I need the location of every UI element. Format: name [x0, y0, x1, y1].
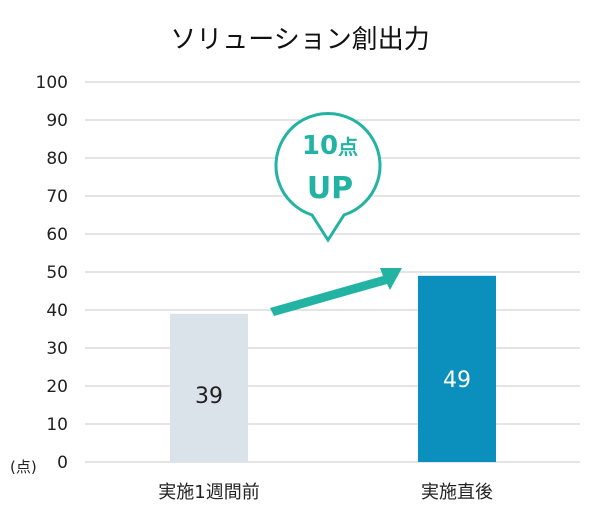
bar — [170, 313, 248, 462]
y-tick-label: 50 — [46, 263, 68, 283]
callout-value-text: 10点 — [302, 131, 358, 161]
bar — [418, 275, 496, 462]
y-tick-label: 80 — [46, 149, 68, 169]
callout-unit: 点 — [338, 135, 358, 159]
bars — [170, 275, 496, 462]
y-tick-label: 100 — [36, 73, 68, 93]
bar-value-label: 49 — [443, 368, 471, 393]
callout-bubble: 10点 UP — [274, 112, 382, 243]
y-tick-label: 30 — [46, 339, 68, 359]
y-tick-label: 40 — [46, 301, 68, 321]
trend-arrow-icon — [270, 268, 402, 316]
callout-up-text: UP — [307, 171, 353, 206]
y-axis-ticks: 0 10 20 30 40 50 60 70 80 90 100 — [36, 73, 68, 473]
y-tick-label: 10 — [46, 415, 68, 435]
y-tick-label: 60 — [46, 225, 68, 245]
bar-labels: 39 49 — [195, 368, 471, 409]
y-tick-label: 90 — [46, 111, 68, 131]
bar-value-label: 39 — [195, 384, 223, 409]
x-category-label: 実施1週間前 — [158, 482, 259, 503]
y-tick-label: 0 — [57, 453, 68, 473]
chart-title: ソリューション創出力 — [170, 25, 429, 55]
callout-value: 10 — [302, 131, 338, 161]
x-axis-labels: 実施1週間前 実施直後 — [158, 482, 493, 503]
callout-shape — [274, 112, 382, 243]
x-category-label: 実施直後 — [421, 482, 493, 503]
y-tick-label: 20 — [46, 377, 68, 397]
y-axis-unit: (点) — [10, 458, 37, 476]
y-tick-label: 70 — [46, 187, 68, 207]
